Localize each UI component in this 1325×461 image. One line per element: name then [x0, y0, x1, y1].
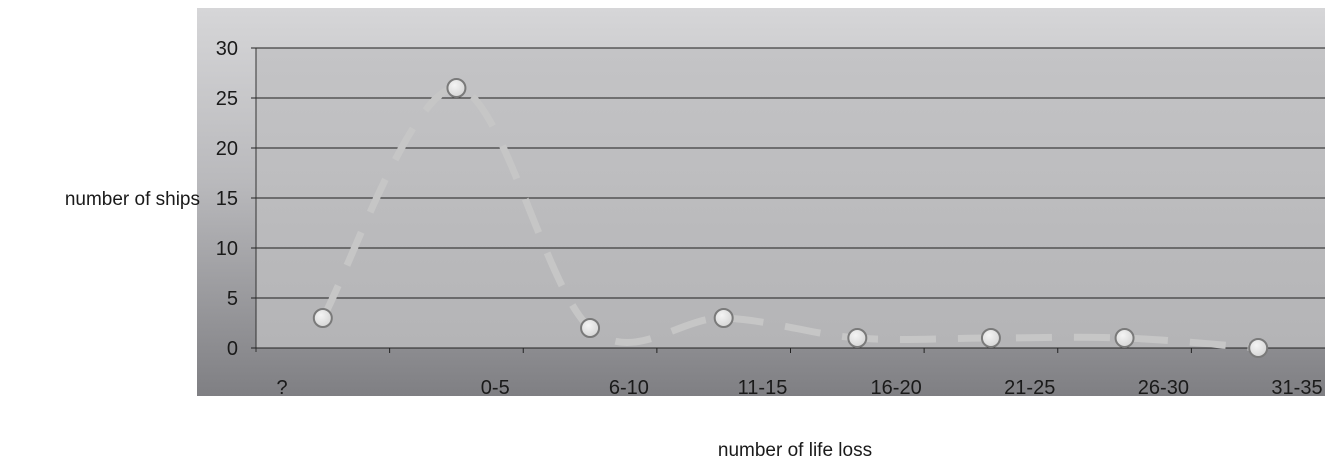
series-group — [319, 84, 1259, 352]
x-tick-label: 21-25 — [1004, 377, 1055, 399]
x-tick-label: ? — [276, 377, 287, 399]
data-point — [1114, 328, 1135, 348]
x-tick-label: 11-15 — [738, 377, 788, 399]
x-tick-label: 31-35 — [1271, 377, 1322, 399]
data-point — [1248, 338, 1269, 358]
y-tick-label: 30 — [216, 38, 238, 60]
series-line — [319, 84, 1259, 352]
y-tick-label: 10 — [216, 238, 238, 260]
x-tick-label: 26-30 — [1138, 377, 1189, 399]
y-tick-label: 15 — [216, 188, 238, 210]
x-tick-label: 0-5 — [481, 377, 510, 399]
y-tick-label: 20 — [216, 138, 238, 160]
data-point — [446, 78, 467, 98]
x-tick-label: 6-10 — [609, 377, 649, 399]
y-tick-label: 0 — [227, 338, 238, 360]
data-point — [580, 318, 601, 338]
y-axis-title: number of ships — [65, 189, 200, 210]
data-point — [713, 308, 734, 328]
data-point — [980, 328, 1001, 348]
x-tick-label: 16-20 — [871, 377, 922, 399]
x-axis-ticks: ? 0-5 6-10 11-15 16-20 21-25 26-30 31-35 — [276, 348, 1323, 399]
y-tick-label: 25 — [216, 88, 238, 110]
marker-group — [312, 78, 1269, 358]
data-point — [312, 308, 333, 328]
x-axis-title: number of life loss — [718, 440, 872, 461]
data-point — [847, 328, 868, 348]
y-tick-label: 5 — [227, 288, 238, 310]
y-axis-ticks: 0 5 10 15 20 25 30 — [216, 38, 256, 360]
